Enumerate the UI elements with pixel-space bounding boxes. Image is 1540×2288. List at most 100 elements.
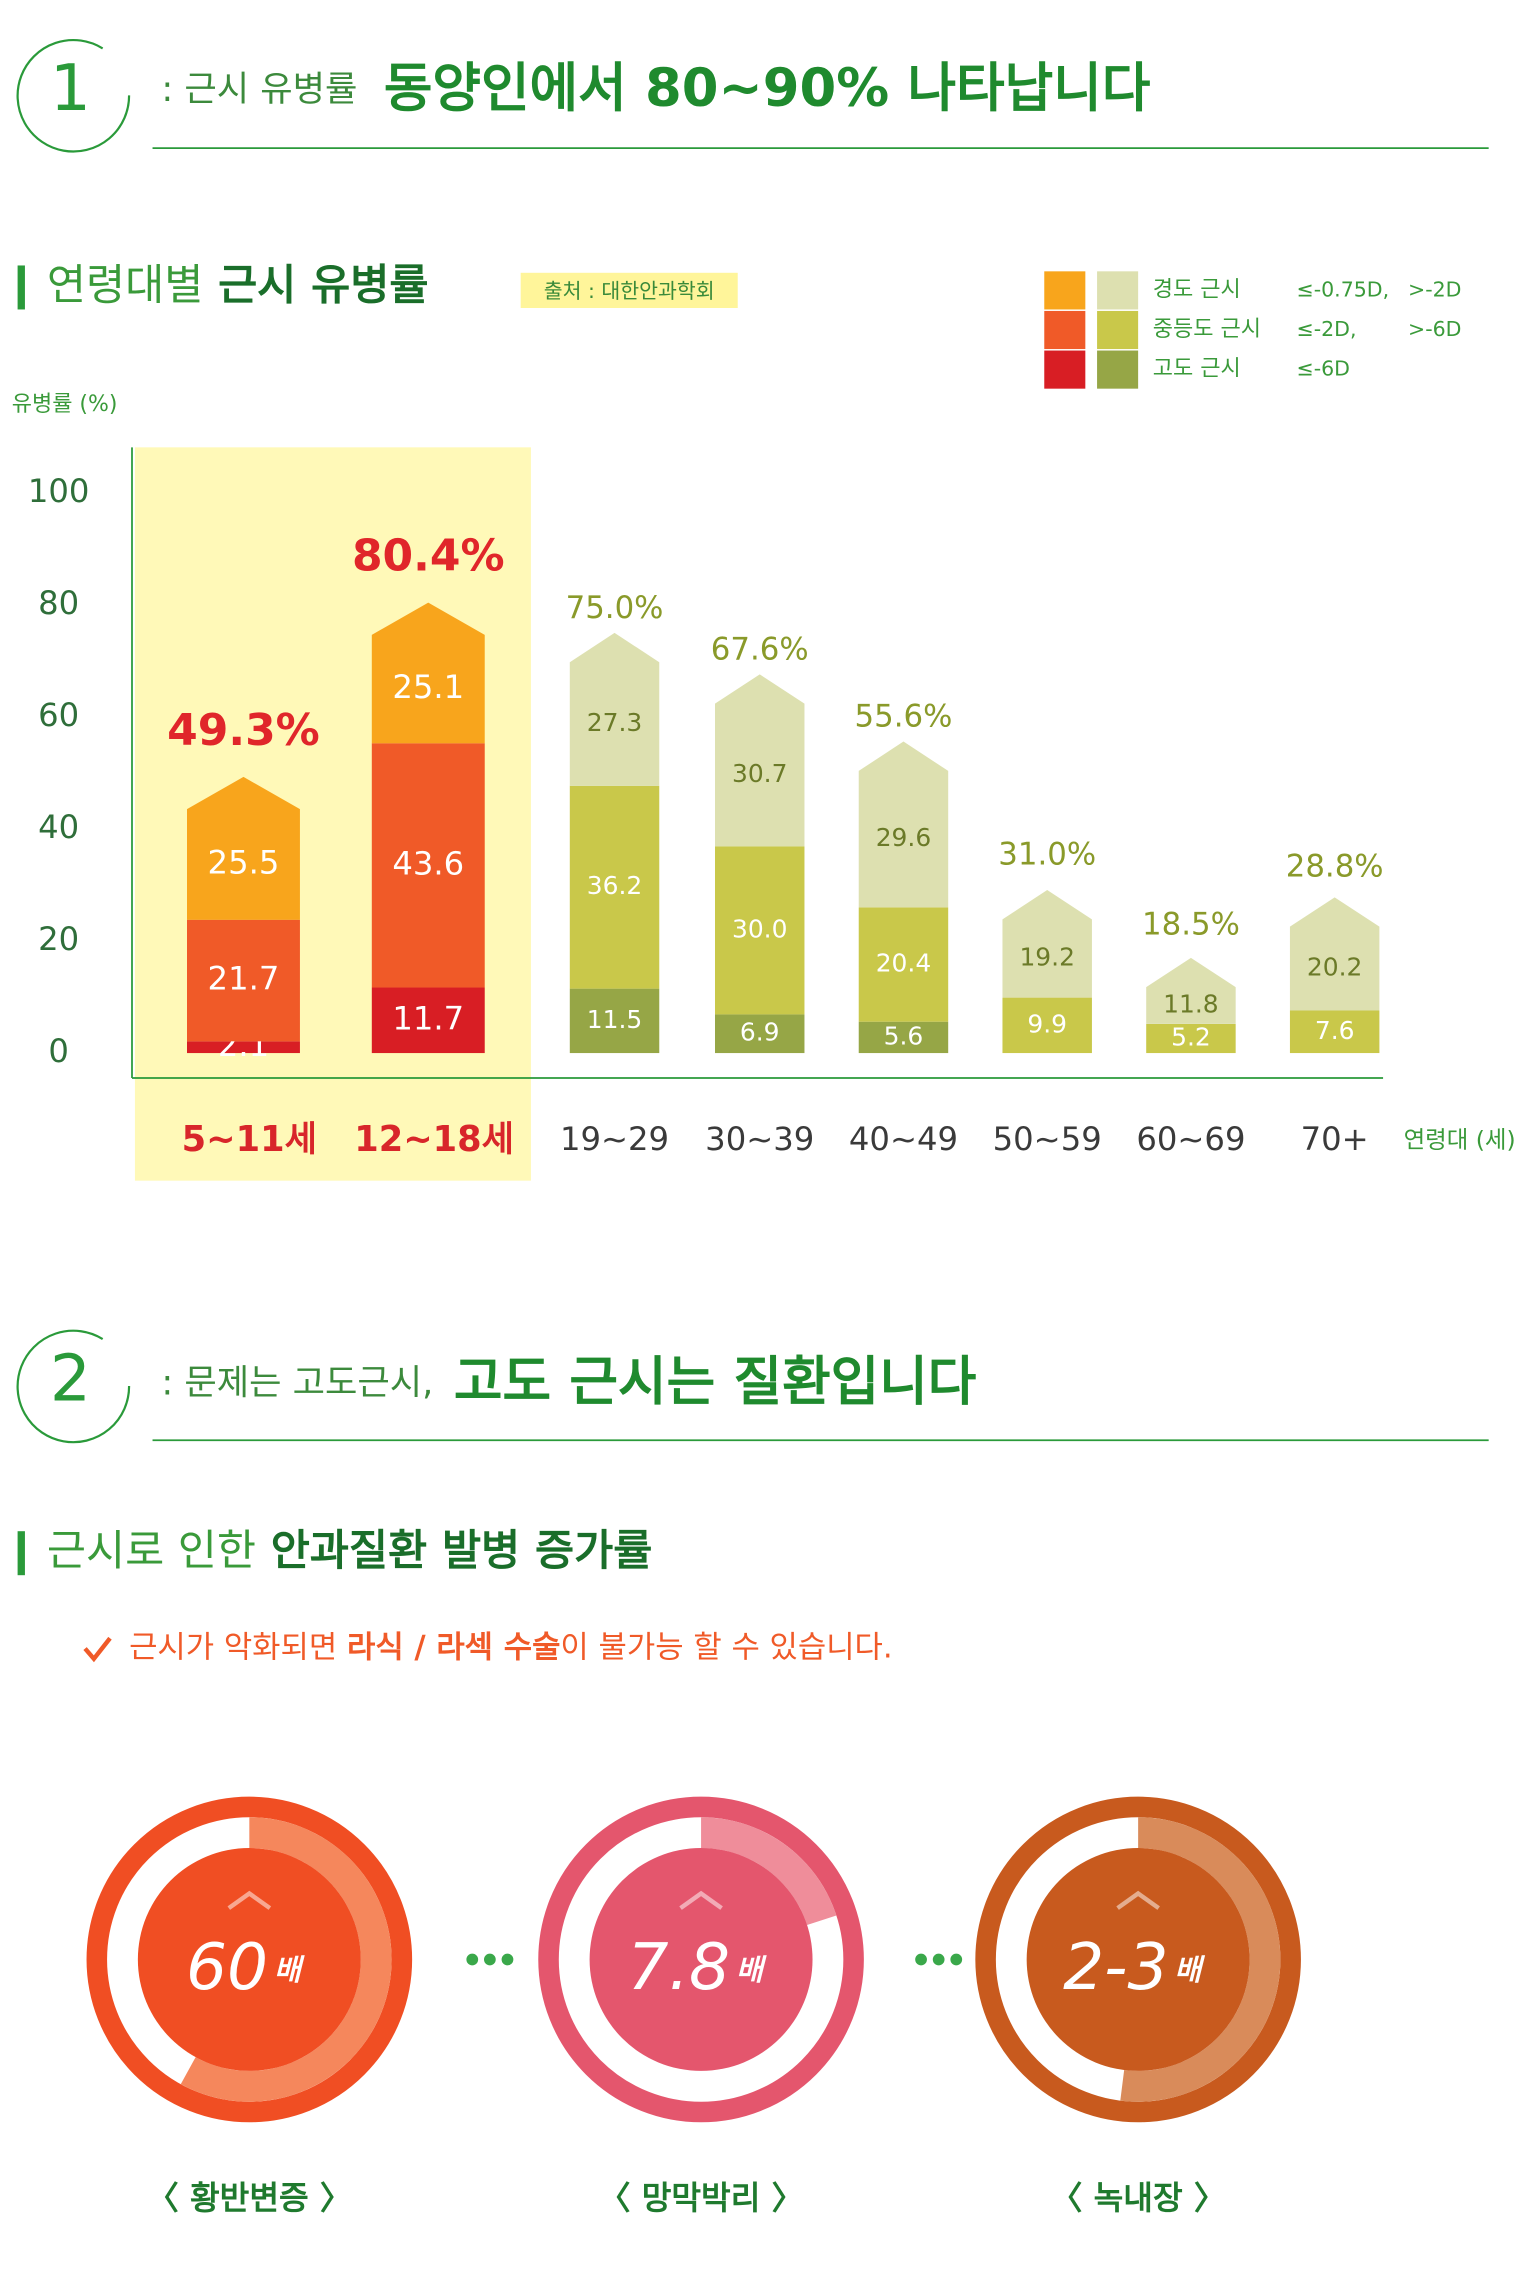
item-label: 〈 녹내장 〉 bbox=[1050, 2179, 1226, 2217]
bar-segment bbox=[187, 776, 300, 920]
y-axis-label: 유병률 (%) bbox=[12, 392, 118, 417]
bar-segment bbox=[371, 602, 485, 744]
legend-criteria: ≤-0.75D, bbox=[1297, 277, 1390, 301]
bar-segment bbox=[371, 743, 485, 988]
dot bbox=[932, 1953, 945, 1966]
bar-segment bbox=[1146, 1023, 1236, 1054]
total-label: 75.0% bbox=[566, 590, 664, 626]
segment-label: 30.7 bbox=[732, 759, 788, 788]
segment-label: 36.2 bbox=[587, 871, 643, 900]
title-bar bbox=[17, 265, 25, 310]
chevron bbox=[1116, 1890, 1160, 1910]
ratio-value: 60 bbox=[186, 1930, 268, 2005]
ratio-unit: 배 bbox=[736, 1953, 767, 1987]
segment-label: 5.6 bbox=[884, 1021, 924, 1050]
bar-segment bbox=[569, 785, 660, 989]
source-box bbox=[520, 272, 738, 308]
segment-label: 21.7 bbox=[208, 960, 280, 998]
legend-criteria: >-2D bbox=[1408, 277, 1461, 301]
ring bbox=[86, 1796, 413, 2123]
y-tick-label: 40 bbox=[38, 808, 79, 846]
x-tick-label: 40~49 bbox=[849, 1120, 958, 1158]
y-tick-label: 0 bbox=[48, 1032, 69, 1070]
ring bbox=[975, 1796, 1301, 2123]
x-tick-label: 12~18세 bbox=[354, 1119, 514, 1160]
chart: 0204060801002.121.725.549.3%5~11세11.743.… bbox=[28, 271, 1516, 1181]
segment-label: 9.9 bbox=[1027, 1009, 1067, 1038]
note-text: 근시가 악화되면 bbox=[129, 1629, 347, 1665]
total-label: 67.6% bbox=[711, 631, 809, 667]
legend-swatch bbox=[1044, 310, 1086, 350]
legend-label: 중등도 근시 bbox=[1153, 317, 1261, 342]
y-tick-label: 60 bbox=[38, 696, 79, 734]
total-label: 49.3% bbox=[167, 705, 320, 756]
bar-segment bbox=[715, 1014, 805, 1054]
bar-segment bbox=[569, 632, 660, 786]
note-text: 이 불가능 할 수 있습니다. bbox=[560, 1629, 892, 1665]
number-ring bbox=[16, 1329, 131, 1444]
ratio-unit: 배 bbox=[1174, 1953, 1205, 1987]
legend-label: 경도 근시 bbox=[1153, 277, 1241, 302]
risk-items: 60 배〈 황반변증 〉7.8 배〈 망막박리 〉2-3 배〈 녹내장 〉 bbox=[86, 1796, 1301, 2217]
segment-label: 11.5 bbox=[587, 1005, 643, 1034]
heading-lead: : 근시 유병률 bbox=[161, 69, 357, 110]
heading-main: 고도 근시는 질환입니다 bbox=[454, 1351, 977, 1412]
bar-segment bbox=[715, 674, 805, 847]
section-number: 1 bbox=[50, 51, 91, 126]
title-light: 연령대별 bbox=[47, 261, 203, 310]
segment-label: 30.0 bbox=[732, 914, 788, 943]
x-tick-label: 5~11세 bbox=[182, 1119, 317, 1160]
section-number: 2 bbox=[50, 1342, 91, 1417]
segment-label: 6.9 bbox=[740, 1018, 780, 1047]
heading-lead: : 문제는 고도근시, bbox=[161, 1363, 433, 1404]
bar-segment bbox=[858, 1021, 949, 1054]
legend-swatch bbox=[1097, 271, 1139, 310]
legend-swatch bbox=[1097, 350, 1139, 389]
x-tick-label: 70+ bbox=[1301, 1120, 1369, 1158]
ratio-value: 2-3 bbox=[1063, 1930, 1168, 2005]
source: 출처 : 대한안과학회 bbox=[544, 279, 715, 303]
bar-segment bbox=[187, 1041, 300, 1054]
ratio: 2-3 배 bbox=[1063, 1930, 1205, 2005]
item-label: 〈 망막박리 〉 bbox=[598, 2179, 804, 2217]
bar-segment bbox=[858, 741, 949, 908]
bar-segment bbox=[1146, 957, 1236, 1024]
x-tick-label: 60~69 bbox=[1136, 1120, 1245, 1158]
dot bbox=[466, 1953, 479, 1966]
x-axis-label: 연령대 (세) bbox=[1404, 1126, 1516, 1154]
heading-main: 동양인에서 80~90% 나타납니다 bbox=[384, 58, 1151, 119]
chart-title: 연령대별 근시 유병률 bbox=[47, 261, 429, 310]
section-subtitle: 근시로 인한 안과질환 발병 증가률 bbox=[47, 1527, 652, 1576]
dot bbox=[915, 1953, 927, 1966]
ring-core bbox=[137, 1848, 361, 2071]
bar-segment bbox=[371, 987, 485, 1054]
legend-label: 고도 근시 bbox=[1153, 357, 1241, 382]
ring-core bbox=[589, 1848, 813, 2071]
bar-segment bbox=[1289, 1010, 1380, 1054]
ring bbox=[538, 1796, 864, 2123]
note: 근시가 악화되면 라식 / 라섹 수술이 불가능 할 수 있습니다. bbox=[129, 1629, 893, 1665]
ring-arc bbox=[701, 1817, 837, 1926]
total-label: 80.4% bbox=[352, 531, 505, 582]
chevron bbox=[227, 1890, 272, 1910]
bar-segment bbox=[858, 907, 949, 1022]
segment-label: 20.2 bbox=[1307, 953, 1363, 982]
bar-segment bbox=[569, 988, 660, 1054]
legend-criteria: >-6D bbox=[1408, 317, 1461, 341]
section-heading: : 근시 유병률 동양인에서 80~90% 나타납니다 bbox=[161, 58, 1150, 119]
legend-swatch bbox=[1097, 310, 1139, 350]
section-heading: : 문제는 고도근시, 고도 근시는 질환입니다 bbox=[161, 1351, 976, 1412]
x-tick-label: 30~39 bbox=[705, 1120, 814, 1158]
segment-label: 19.2 bbox=[1019, 942, 1075, 971]
segment-label: 20.4 bbox=[876, 949, 932, 978]
check-icon bbox=[83, 1636, 112, 1663]
total-label: 31.0% bbox=[998, 836, 1096, 872]
ring-arc bbox=[1120, 1817, 1281, 2102]
bar-segment bbox=[1289, 897, 1380, 1011]
item-label: 〈 황반변증 〉 bbox=[147, 2179, 353, 2217]
x-tick-label: 50~59 bbox=[993, 1120, 1102, 1158]
segment-label: 25.5 bbox=[208, 843, 280, 881]
number-ring bbox=[16, 38, 131, 153]
